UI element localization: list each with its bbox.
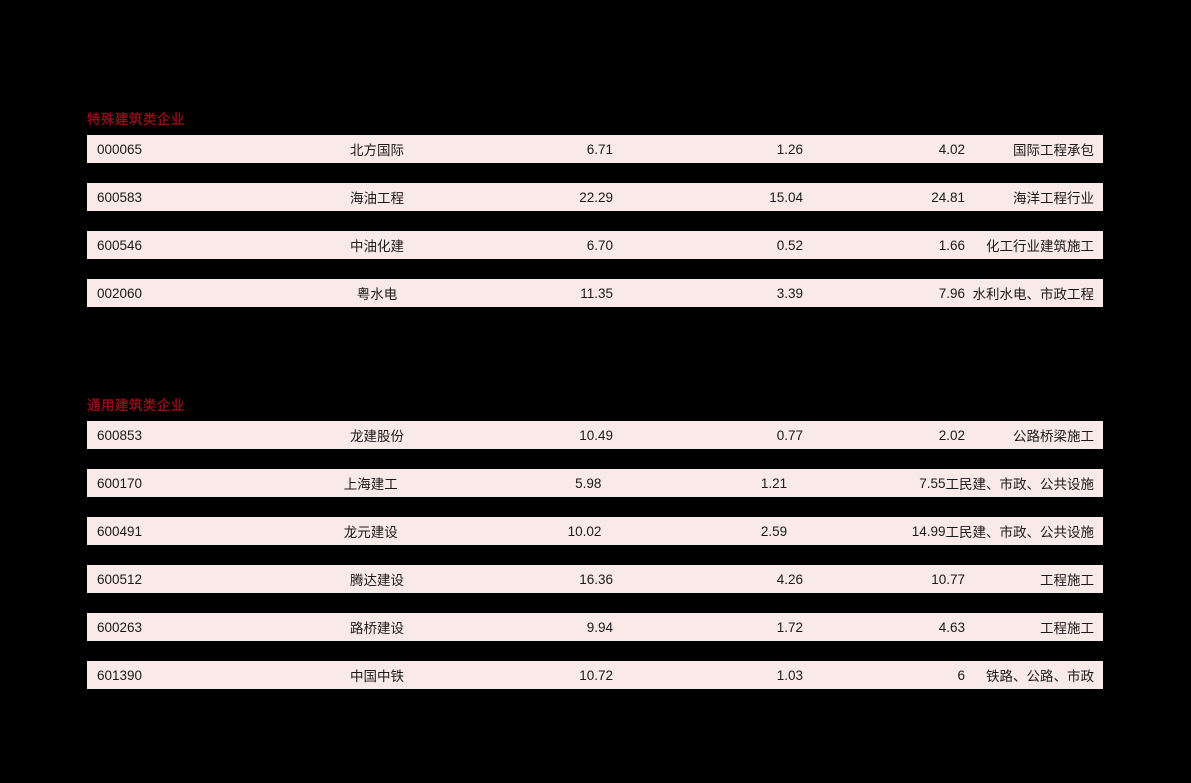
cell-value-2: 1.21 (760, 475, 788, 491)
cell-value-3: 10.77 (931, 571, 965, 587)
cell-stock-code: 600583 (97, 189, 143, 205)
cell-stock-code: 600853 (97, 427, 143, 443)
cell-value-1: 5.98 (575, 475, 602, 491)
cell-business-scope: 化工行业建筑施工 (986, 239, 1094, 255)
table-row: 601390 中国中铁 10.72 1.03 6 铁路、公路、市政 (87, 661, 1103, 689)
cell-value-2: 2.59 (760, 523, 788, 539)
section-general-construction: 通用建筑类企业 600853 龙建股份 10.49 0.77 2.02 公路桥梁… (87, 398, 1103, 689)
cell-company-name: 路桥建设 (350, 621, 404, 637)
cell-value-1: 6.70 (586, 237, 613, 253)
cell-value-1: 16.36 (579, 571, 613, 587)
cell-stock-code: 600491 (97, 523, 143, 539)
cell-business-scope: 工民建、市政、公共设施 (945, 525, 1095, 541)
cell-stock-code: 002060 (97, 285, 143, 301)
table-row: 600546 中油化建 6.70 0.52 1.66 化工行业建筑施工 (87, 231, 1103, 259)
table-row: 600512 腾达建设 16.36 4.26 10.77 工程施工 (87, 565, 1103, 593)
cell-company-name: 腾达建设 (350, 573, 404, 589)
cell-value-3: 14.99 (911, 523, 946, 539)
cell-business-scope: 铁路、公路、市政 (986, 669, 1094, 685)
cell-business-scope: 海洋工程行业 (1013, 191, 1094, 207)
table-special-construction: 000065 北方国际 6.71 1.26 4.02 国际工程承包 600583… (87, 135, 1103, 307)
cell-company-name: 粤水电 (356, 287, 398, 303)
cell-company-name: 中国中铁 (350, 669, 404, 685)
cell-value-3: 7.55 (919, 475, 946, 491)
cell-company-name: 中油化建 (350, 239, 404, 255)
cell-value-2: 1.03 (776, 667, 803, 683)
cell-value-1: 10.72 (579, 667, 613, 683)
cell-value-2: 15.04 (769, 189, 803, 205)
cell-value-2: 1.26 (776, 141, 803, 157)
cell-value-3: 24.81 (931, 189, 965, 205)
section-title: 通用建筑类企业 (87, 398, 185, 414)
table-row: 600491 龙元建设 10.02 2.59 14.99 工民建、市政、公共设施 (87, 517, 1103, 545)
cell-stock-code: 000065 (97, 141, 143, 157)
cell-value-2: 0.52 (776, 237, 803, 253)
table-row: 600853 龙建股份 10.49 0.77 2.02 公路桥梁施工 (87, 421, 1103, 449)
cell-value-1: 6.71 (586, 141, 613, 157)
table-row: 002060 粤水电 11.35 3.39 7.96 水利水电、市政工程 (87, 279, 1103, 307)
cell-stock-code: 600263 (97, 619, 143, 635)
table-row: 600583 海油工程 22.29 15.04 24.81 海洋工程行业 (87, 183, 1103, 211)
cell-business-scope: 工程施工 (1040, 573, 1094, 589)
cell-company-name: 龙元建设 (343, 525, 398, 541)
cell-stock-code: 600170 (97, 475, 143, 491)
cell-value-2: 3.39 (776, 285, 803, 301)
cell-value-1: 22.29 (579, 189, 613, 205)
section-title: 特殊建筑类企业 (87, 112, 185, 128)
cell-value-1: 11.35 (580, 285, 613, 301)
cell-value-3: 7.96 (938, 285, 965, 301)
cell-stock-code: 601390 (97, 667, 143, 683)
cell-value-3: 4.02 (938, 141, 965, 157)
cell-value-2: 4.26 (776, 571, 803, 587)
cell-company-name: 上海建工 (343, 477, 398, 493)
cell-stock-code: 600512 (97, 571, 143, 587)
cell-business-scope: 公路桥梁施工 (1013, 429, 1094, 445)
cell-value-1: 10.49 (579, 427, 613, 443)
cell-value-1: 9.94 (586, 619, 613, 635)
cell-value-2: 1.72 (776, 619, 803, 635)
section-special-construction: 特殊建筑类企业 000065 北方国际 6.71 1.26 4.02 国际工程承… (87, 112, 1103, 307)
cell-value-3: 4.63 (938, 619, 965, 635)
table-row: 000065 北方国际 6.71 1.26 4.02 国际工程承包 (87, 135, 1103, 163)
table-row: 600263 路桥建设 9.94 1.72 4.63 工程施工 (87, 613, 1103, 641)
cell-business-scope: 水利水电、市政工程 (972, 287, 1095, 303)
cell-value-1: 10.02 (567, 523, 602, 539)
cell-business-scope: 工民建、市政、公共设施 (945, 477, 1095, 493)
cell-value-2: 0.77 (776, 427, 803, 443)
table-row: 600170 上海建工 5.98 1.21 7.55 工民建、市政、公共设施 (87, 469, 1103, 497)
cell-value-3: 2.02 (938, 427, 965, 443)
table-general-construction: 600853 龙建股份 10.49 0.77 2.02 公路桥梁施工 60017… (87, 421, 1103, 689)
cell-value-3: 6 (957, 667, 965, 683)
cell-company-name: 北方国际 (350, 143, 404, 159)
cell-stock-code: 600546 (97, 237, 143, 253)
cell-business-scope: 工程施工 (1040, 621, 1094, 637)
cell-value-3: 1.66 (938, 237, 965, 253)
cell-company-name: 海油工程 (350, 191, 404, 207)
cell-company-name: 龙建股份 (350, 429, 404, 445)
cell-business-scope: 国际工程承包 (1013, 143, 1094, 159)
